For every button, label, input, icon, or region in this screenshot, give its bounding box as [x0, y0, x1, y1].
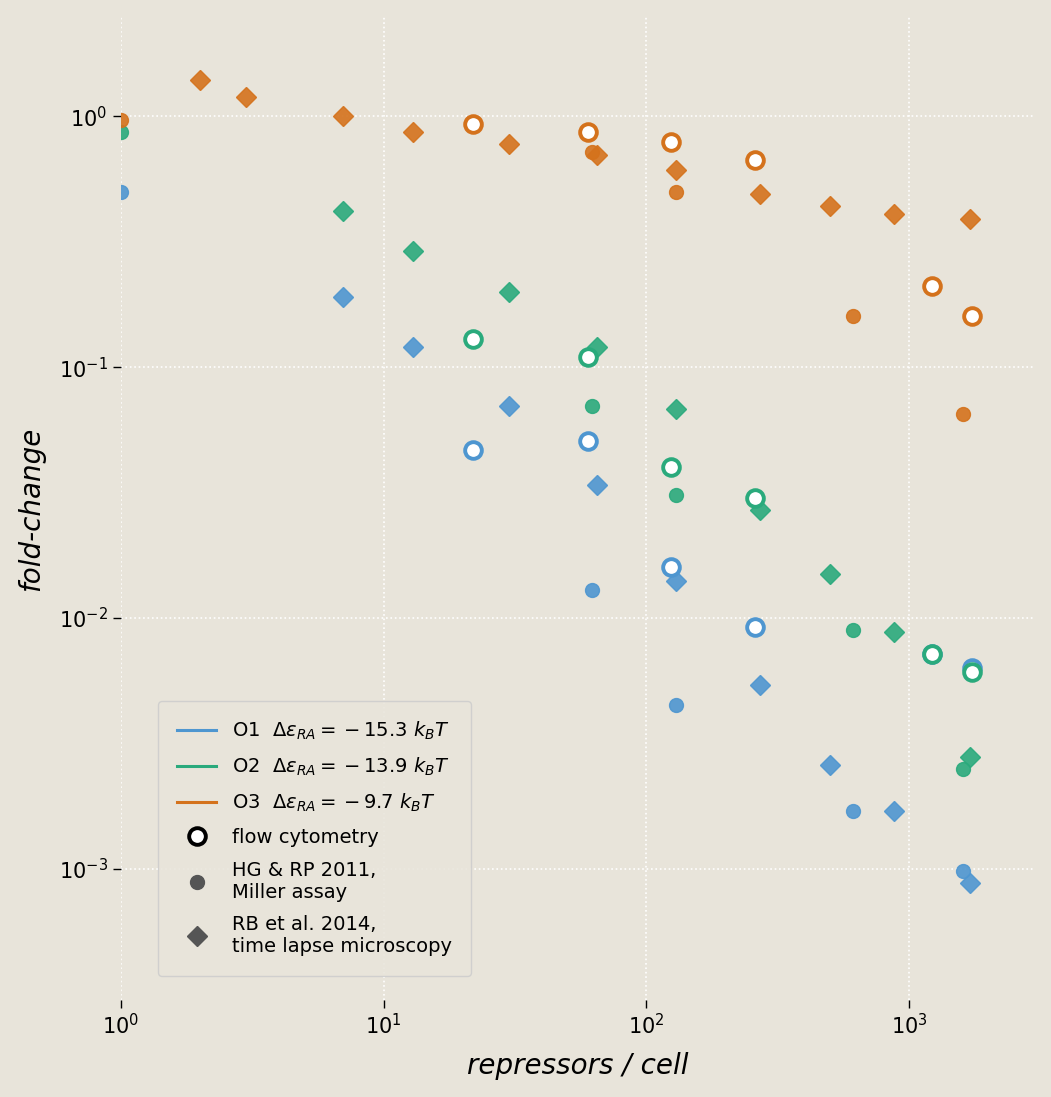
X-axis label: repressors / cell: repressors / cell [467, 1052, 688, 1081]
Y-axis label: fold-change: fold-change [17, 426, 44, 590]
Legend: O1  $\Delta\varepsilon_{RA}=-15.3\ k_BT$, O2  $\Delta\varepsilon_{RA}=-13.9\ k_B: O1 $\Delta\varepsilon_{RA}=-15.3\ k_BT$,… [158, 701, 471, 975]
